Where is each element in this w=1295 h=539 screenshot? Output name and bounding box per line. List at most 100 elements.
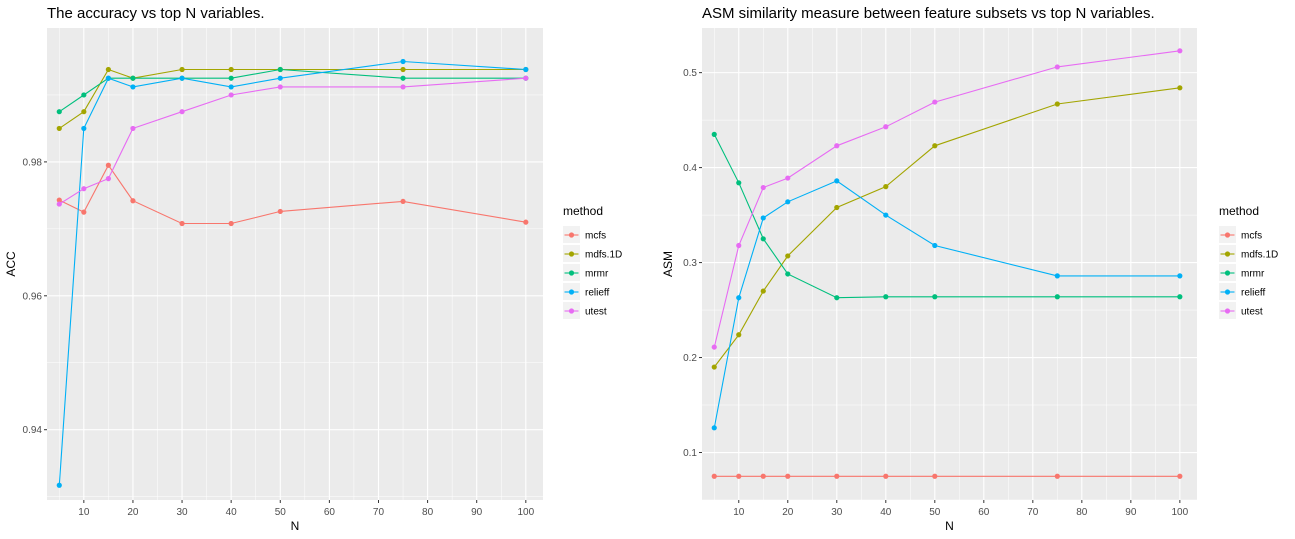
- data-point-relieff: [277, 75, 283, 81]
- data-point-mdfs.1D: [1054, 101, 1060, 107]
- y-tick-label: 0.94: [23, 425, 43, 436]
- legend-label-utest: utest: [585, 307, 607, 318]
- x-tick-label: 40: [880, 507, 892, 518]
- data-point-mdfs.1D: [56, 125, 62, 132]
- data-point-mdfs.1D: [228, 66, 234, 73]
- x-axis-title: N: [945, 519, 954, 533]
- legend-key-point-relieff: [1224, 289, 1231, 295]
- legend-label-utest: utest: [1241, 307, 1263, 318]
- x-tick-label: 60: [978, 507, 990, 518]
- data-point-mrmr: [56, 109, 62, 115]
- legend-label-mrmr: mrmr: [585, 269, 609, 280]
- data-point-mcfs: [711, 473, 717, 479]
- x-axis-title: N: [291, 519, 300, 533]
- data-point-relieff: [179, 75, 185, 81]
- data-point-relieff: [834, 178, 840, 184]
- data-point-mcfs: [228, 220, 234, 227]
- x-tick-label: 100: [1172, 507, 1189, 518]
- x-tick-label: 60: [324, 507, 336, 518]
- data-point-utest: [228, 92, 234, 98]
- data-point-mcfs: [736, 473, 742, 479]
- data-point-utest: [736, 242, 742, 249]
- y-tick-label: 0.96: [23, 291, 43, 302]
- data-point-mdfs.1D: [736, 332, 742, 338]
- x-tick-label: 30: [831, 507, 843, 518]
- legend-key-point-mdfs.1D: [1224, 251, 1231, 257]
- data-point-mrmr: [1054, 294, 1060, 300]
- legend-key-point-mdfs.1D: [568, 251, 575, 257]
- data-point-mcfs: [400, 198, 406, 205]
- legend-label-mcfs: mcfs: [585, 231, 606, 242]
- legend-title: method: [563, 204, 603, 218]
- legend-key-point-mrmr: [1224, 270, 1231, 276]
- data-point-relieff: [785, 199, 791, 205]
- data-point-mdfs.1D: [760, 288, 766, 294]
- data-point-mrmr: [81, 92, 87, 98]
- data-point-mdfs.1D: [105, 66, 111, 73]
- data-point-mdfs.1D: [400, 66, 406, 73]
- data-point-utest: [932, 99, 938, 105]
- chart-1: 0.94 0.96 0.98 10 20 30 40 50 60 70 80 90 100 The acc…: [4, 5, 622, 533]
- legend-label-mcfs: mcfs: [1241, 231, 1262, 242]
- data-point-mrmr: [932, 294, 938, 300]
- data-point-mrmr: [400, 75, 406, 81]
- legend-key-point-relieff: [568, 289, 575, 295]
- x-tick-label: 80: [1076, 507, 1088, 518]
- y-tick-label: 0.4: [683, 163, 697, 174]
- data-point-utest: [883, 124, 889, 130]
- data-point-relieff: [760, 215, 766, 221]
- data-point-mcfs: [277, 208, 283, 215]
- data-point-relieff: [1054, 273, 1060, 279]
- data-point-mdfs.1D: [785, 253, 791, 259]
- data-point-mcfs: [1054, 473, 1060, 479]
- data-point-mcfs: [179, 220, 185, 227]
- data-point-relieff: [400, 58, 406, 65]
- y-tick-label: 0.5: [683, 68, 697, 79]
- y-tick-label: 0.1: [683, 448, 697, 459]
- x-tick-label: 50: [275, 507, 287, 518]
- data-point-mcfs: [130, 198, 136, 204]
- data-point-mdfs.1D: [834, 204, 840, 211]
- x-tick-label: 70: [1027, 507, 1039, 518]
- data-point-utest: [1054, 64, 1060, 70]
- data-point-mcfs: [834, 473, 840, 479]
- data-point-mrmr: [760, 236, 766, 242]
- data-point-mdfs.1D: [711, 364, 717, 370]
- data-point-mrmr: [736, 180, 742, 186]
- data-point-mrmr: [883, 294, 889, 300]
- x-tick-label: 90: [471, 507, 483, 518]
- data-point-mrmr: [228, 75, 234, 81]
- x-tick-label: 100: [517, 507, 534, 518]
- data-point-utest: [760, 184, 766, 191]
- data-point-mdfs.1D: [1177, 85, 1183, 91]
- legend-title: method: [1219, 204, 1259, 218]
- x-tick-label: 50: [929, 507, 941, 518]
- legend-label-mrmr: mrmr: [1241, 269, 1265, 280]
- data-point-utest: [81, 186, 87, 192]
- x-tick-label: 10: [733, 507, 745, 518]
- plot-panel: [702, 28, 1197, 500]
- chart-2: 0.1 0.2 0.3 0.4 0.5 10 20 30 40 50 60 70 80 90 100 ASM …: [661, 5, 1278, 533]
- x-tick-label: 30: [176, 507, 188, 518]
- data-point-mcfs: [932, 473, 938, 479]
- data-point-mdfs.1D: [81, 109, 87, 115]
- data-point-utest: [400, 84, 406, 90]
- data-point-mrmr: [834, 295, 840, 301]
- legend-label-mdfs.1D: mdfs.1D: [1241, 250, 1278, 261]
- data-point-mrmr: [277, 66, 283, 73]
- data-point-relieff: [932, 242, 938, 249]
- data-point-mrmr: [1177, 294, 1183, 300]
- data-point-relieff: [1177, 273, 1183, 279]
- data-point-relieff: [711, 425, 717, 431]
- data-point-mcfs: [56, 197, 62, 203]
- legend-key-point-mcfs: [1224, 232, 1231, 238]
- data-point-utest: [785, 175, 791, 181]
- x-tick-label: 40: [226, 507, 238, 518]
- data-point-utest: [56, 201, 62, 207]
- x-tick-label: 70: [373, 507, 385, 518]
- x-tick-label: 80: [422, 507, 434, 518]
- data-point-relieff: [81, 125, 87, 132]
- y-axis-title: ASM: [661, 251, 675, 277]
- data-point-relieff: [523, 66, 529, 73]
